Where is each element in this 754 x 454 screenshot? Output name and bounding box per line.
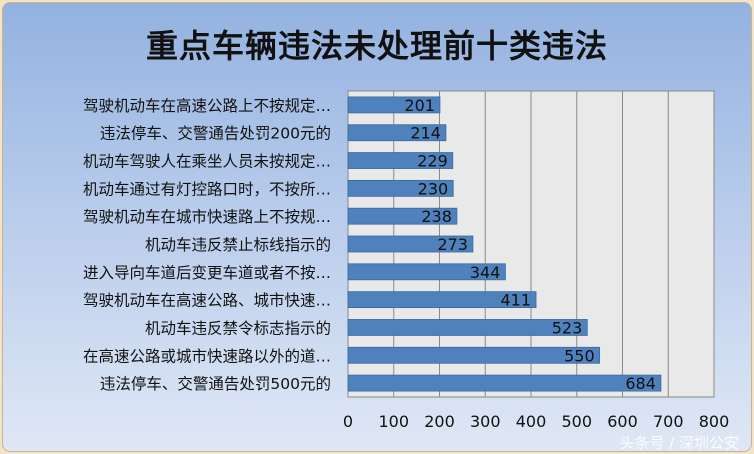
bar-chart: 0 100 200 300 400 500 600 700 800 201 驾驶机动车在高速公路上不… [83,90,730,431]
category-label: 进入导向车道后变更车道或者不按… [83,264,331,282]
category-label: 机动车通过有灯控路口时，不按所… [83,180,331,198]
data-label: 523 [552,318,583,337]
chart-title: 重点车辆违法未处理前十类违法 [145,27,608,65]
bar [347,291,537,309]
watermark: 头条号 / 深圳公安 [619,434,739,452]
bar [347,319,588,336]
data-label: 230 [418,179,449,198]
bar [347,152,454,169]
bar [347,96,441,114]
data-label: 238 [421,207,452,226]
bar [347,263,506,281]
bar [347,374,662,392]
bar [347,124,447,142]
x-tick-label: 800 [699,412,730,431]
x-tick-label: 400 [516,412,547,431]
data-label: 214 [410,124,441,143]
x-tick-label: 0 [343,412,353,431]
category-label: 驾驶机动车在城市快速路上不按规… [83,208,331,226]
category-label: 机动车驾驶人在乘坐人员未按规定… [83,153,331,171]
data-label: 201 [404,96,435,115]
data-label: 229 [417,152,448,171]
bar [347,207,458,225]
x-tick-label: 300 [470,412,501,431]
category-label: 违法停车、交警通告处罚500元的 [100,375,331,393]
data-label: 273 [437,235,468,254]
category-label: 驾驶机动车在高速公路、城市快速… [83,292,331,310]
category-label: 机动车违反禁止标线指示的 [145,236,331,254]
x-tick-label: 600 [607,412,638,431]
data-label: 411 [500,291,531,310]
category-label: 在高速公路或城市快速路以外的道… [83,347,331,365]
x-tick-label: 100 [378,412,409,431]
category-label: 机动车违反禁令标志指示的 [145,319,331,337]
bar [347,346,601,364]
bar [347,179,454,197]
x-tick-label: 200 [424,412,455,431]
category-label: 驾驶机动车在高速公路上不按规定… [83,97,331,115]
x-tick-label: 700 [653,412,684,431]
category-label: 违法停车、交警通告处罚200元的 [100,125,331,143]
data-label: 550 [564,346,595,365]
data-label: 684 [625,374,656,393]
data-label: 344 [470,263,501,282]
bar [347,235,474,253]
x-tick-label: 500 [561,412,592,431]
